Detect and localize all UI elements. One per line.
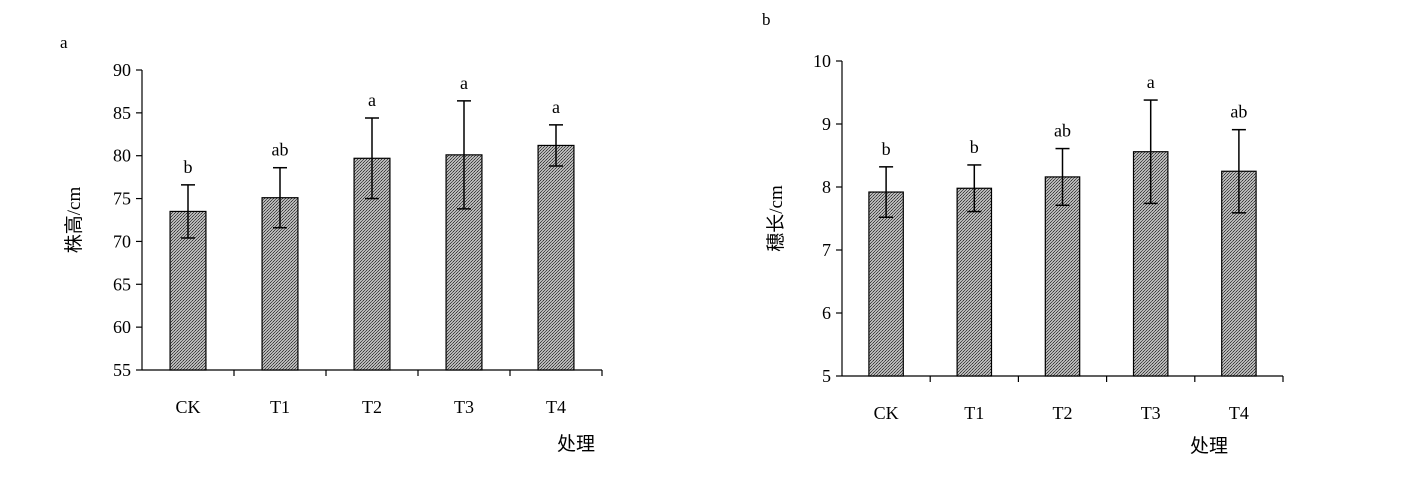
- panel-label: a: [60, 33, 68, 52]
- bar: [537, 144, 575, 371]
- significance-label: ab: [272, 140, 289, 160]
- x-tick-label: CK: [874, 403, 899, 423]
- x-tick-label: T2: [362, 397, 382, 417]
- x-tick-label: T3: [454, 397, 474, 417]
- y-axis-label: 穗长/cm: [765, 185, 787, 252]
- x-tick-label: T1: [270, 397, 290, 417]
- y-tick-label: 9: [822, 114, 831, 134]
- significance-label: b: [970, 137, 979, 157]
- x-tick-label: T3: [1141, 403, 1161, 423]
- y-tick-label: 60: [113, 317, 131, 337]
- significance-label: a: [1147, 72, 1155, 92]
- bar: [1044, 176, 1081, 377]
- bar: [1132, 151, 1169, 377]
- significance-label: a: [552, 97, 560, 117]
- significance-label: a: [460, 73, 468, 93]
- significance-label: b: [184, 157, 193, 177]
- y-tick-label: 55: [113, 360, 131, 380]
- x-tick-label: T1: [964, 403, 984, 423]
- y-tick-label: 70: [113, 231, 131, 251]
- x-tick-label: T4: [1229, 403, 1249, 423]
- y-tick-label: 10: [813, 51, 831, 71]
- y-tick-label: 75: [113, 189, 131, 209]
- chart-panel-b: b 5 6 7 8 9 10 b CK b T1 ab T2 a T3 ab T4 穗长/cm 处理: [762, 10, 1284, 457]
- y-tick-label: 65: [113, 274, 131, 294]
- significance-label: b: [882, 139, 891, 159]
- y-axis-label: 株高/cm: [63, 187, 85, 254]
- significance-label: ab: [1230, 102, 1247, 122]
- x-tick-label: T4: [546, 397, 566, 417]
- panel-label: b: [762, 10, 771, 29]
- y-tick-label: 5: [822, 366, 831, 386]
- bar: [956, 187, 993, 377]
- y-tick-label: 85: [113, 103, 131, 123]
- bar: [868, 191, 904, 377]
- significance-label: a: [368, 90, 376, 110]
- y-tick-label: 6: [822, 303, 831, 323]
- y-tick-label: 8: [822, 177, 831, 197]
- y-tick-label: 80: [113, 146, 131, 166]
- x-axis-label: 处理: [1190, 435, 1228, 457]
- chart-panel-a: a 55 60 65 70 75 80 85 90 b CK ab T1 a T2 a T3 a T4 株高/cm 处理: [60, 33, 603, 455]
- x-axis-label: 处理: [557, 433, 595, 455]
- y-tick-label: 7: [822, 240, 831, 260]
- significance-label: ab: [1054, 121, 1071, 141]
- x-tick-label: CK: [175, 397, 200, 417]
- x-tick-label: T2: [1053, 403, 1073, 423]
- y-tick-label: 90: [113, 60, 131, 80]
